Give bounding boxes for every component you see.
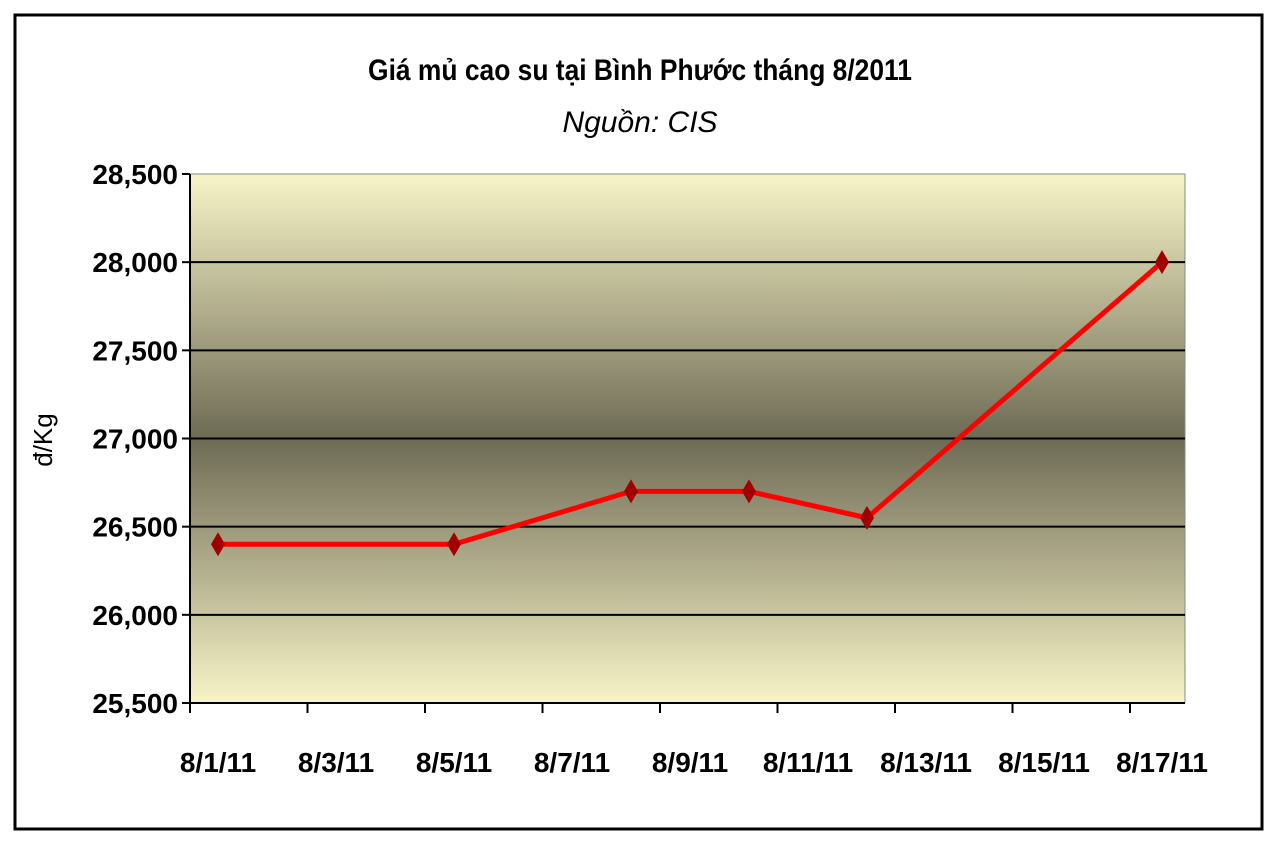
y-axis-label: đ/Kg (28, 413, 58, 467)
series-line (218, 260, 1164, 547)
data-point (211, 532, 225, 557)
x-tick-label: 8/9/11 (652, 747, 728, 778)
x-tick-label: 8/11/11 (763, 747, 853, 778)
x-tick-label: 8/5/11 (416, 747, 492, 778)
y-tick-label: 25,500 (92, 688, 178, 719)
y-tick-label: 27,000 (92, 424, 178, 455)
x-tick-label: 8/13/11 (880, 747, 972, 778)
x-tick-label: 8/7/11 (534, 747, 610, 778)
y-tick-label: 26,500 (92, 512, 178, 543)
data-point (1155, 250, 1169, 275)
data-point (447, 532, 461, 557)
x-tick-label: 8/17/11 (1116, 747, 1208, 778)
x-tick-label: 8/3/11 (298, 747, 374, 778)
data-point (742, 479, 756, 504)
y-tick-label: 26,000 (92, 600, 178, 631)
data-point (624, 479, 638, 504)
chart-subtitle: Nguồn: CIS (562, 106, 717, 139)
x-tick-label: 8/15/11 (998, 747, 1090, 778)
y-tick-label: 28,500 (92, 159, 178, 190)
data-point (860, 505, 874, 530)
y-tick-label: 28,000 (92, 247, 178, 278)
x-tick-label: 8/1/11 (180, 747, 256, 778)
chart-title: Giá mủ cao su tại Bình Phước tháng 8/201… (368, 52, 912, 86)
y-tick-label: 27,500 (92, 335, 178, 366)
